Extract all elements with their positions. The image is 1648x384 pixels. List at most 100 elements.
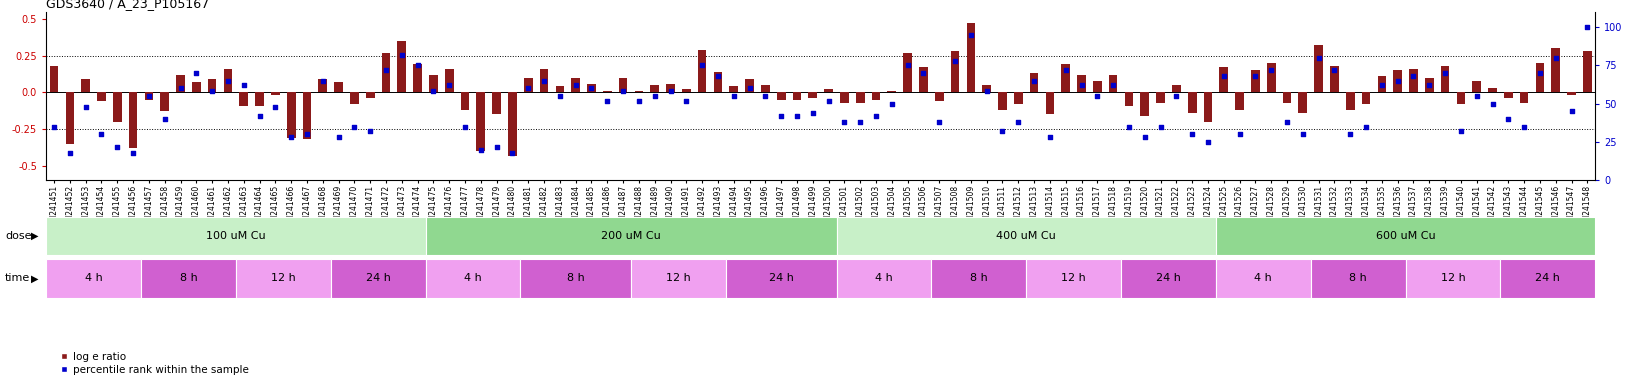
Point (1526, 70, 1552, 76)
Bar (129, 92, 137, 148)
Point (404, 62, 430, 68)
Bar (587, 83, 597, 92)
Point (199, 88, 226, 94)
Bar (697, 50, 707, 92)
Bar (46, 217, 425, 255)
Bar (920, 67, 928, 92)
Point (1416, 82, 1442, 88)
Text: 12 h: 12 h (1061, 273, 1086, 283)
Bar (1014, 92, 1023, 104)
Point (452, 124, 478, 130)
Bar (114, 92, 122, 122)
Bar (414, 65, 422, 92)
Bar (682, 89, 691, 92)
Bar (1406, 259, 1500, 298)
Bar (1282, 92, 1292, 103)
Bar (461, 92, 470, 110)
Bar (982, 85, 990, 92)
Point (1463, 93, 1490, 99)
Bar (824, 89, 832, 92)
Point (974, 88, 1000, 94)
Bar (888, 91, 897, 92)
Bar (191, 82, 201, 92)
Text: GDS3640 / A_23_P105167: GDS3640 / A_23_P105167 (46, 0, 209, 10)
Point (56, 150, 82, 156)
Point (483, 144, 509, 150)
Text: ▶: ▶ (31, 273, 40, 283)
Bar (951, 51, 959, 92)
Bar (508, 92, 517, 156)
Bar (809, 92, 817, 98)
Point (41, 124, 68, 130)
Bar (1078, 75, 1086, 92)
Bar (208, 79, 216, 92)
Bar (872, 92, 880, 100)
Bar (160, 92, 170, 111)
Text: 100 uM Cu: 100 uM Cu (206, 231, 265, 241)
Bar (631, 259, 725, 298)
Point (1274, 119, 1300, 125)
Bar (97, 92, 105, 101)
Bar (1121, 259, 1216, 298)
Text: 4 h: 4 h (465, 273, 481, 283)
Bar (1315, 45, 1323, 92)
Text: 12 h: 12 h (270, 273, 295, 283)
Bar (1251, 70, 1259, 92)
Bar (1457, 92, 1465, 104)
Point (120, 150, 147, 156)
Point (1401, 73, 1427, 79)
Point (672, 98, 699, 104)
Bar (445, 69, 453, 92)
Bar (1378, 76, 1386, 92)
Bar (1172, 85, 1180, 92)
Point (799, 110, 826, 116)
Bar (855, 92, 865, 103)
Point (135, 93, 162, 99)
Bar (349, 92, 359, 104)
Text: 4 h: 4 h (875, 273, 893, 283)
Bar (837, 217, 1216, 255)
Point (1020, 78, 1046, 84)
Bar (934, 92, 944, 101)
Bar (745, 79, 753, 92)
Point (1384, 78, 1411, 84)
Point (372, 67, 399, 73)
Bar (66, 92, 74, 144)
Point (578, 85, 605, 91)
Point (1543, 55, 1569, 61)
Point (1495, 116, 1521, 122)
Point (1084, 93, 1111, 99)
Bar (1061, 65, 1070, 92)
Text: 8 h: 8 h (971, 273, 987, 283)
Bar (714, 72, 722, 92)
Bar (931, 259, 1027, 298)
Point (1257, 67, 1284, 73)
Point (310, 78, 336, 84)
Point (1037, 134, 1063, 141)
Point (183, 70, 209, 76)
Point (1480, 101, 1506, 107)
Bar (1409, 69, 1417, 92)
Bar (1188, 92, 1196, 113)
Bar (303, 92, 311, 139)
Bar (287, 92, 295, 138)
Point (705, 73, 732, 79)
Point (358, 128, 384, 134)
Point (595, 98, 621, 104)
Bar (1551, 48, 1561, 92)
Point (1132, 134, 1159, 141)
Point (957, 31, 984, 38)
Bar (1030, 73, 1038, 92)
Point (864, 113, 890, 119)
Bar (493, 92, 501, 114)
Bar (1426, 78, 1434, 92)
Point (1353, 124, 1379, 130)
Bar (335, 82, 343, 92)
Bar (270, 92, 280, 95)
Point (1053, 67, 1079, 73)
Bar (1361, 92, 1371, 104)
Bar (1488, 88, 1496, 92)
Point (246, 113, 272, 119)
Point (1432, 70, 1458, 76)
Point (816, 98, 842, 104)
